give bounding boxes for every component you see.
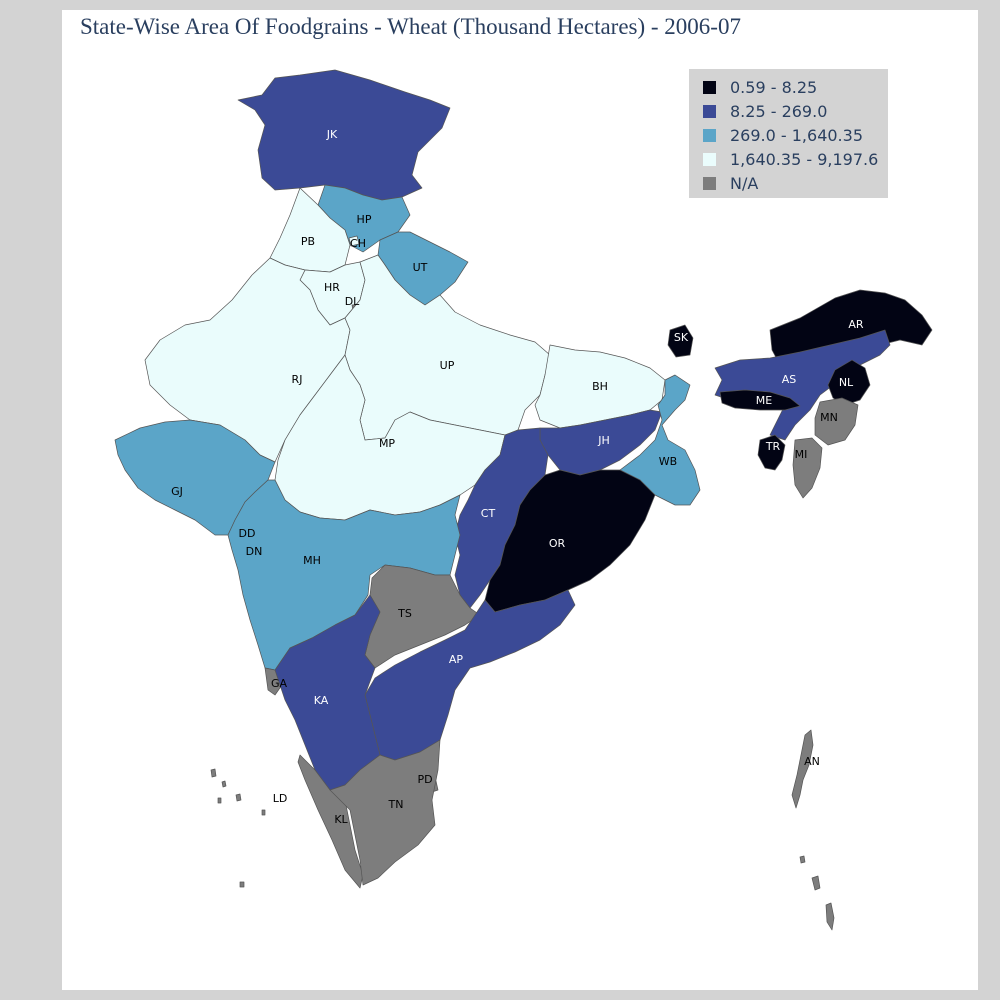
state-mi[interactable] (792, 437, 823, 499)
state-wb[interactable] (619, 374, 701, 506)
state-label-ut: UT (413, 261, 428, 274)
state-tr[interactable] (757, 434, 786, 471)
state-ch[interactable] (348, 235, 360, 247)
state-label-tr: TR (765, 440, 781, 453)
legend-label: 1,640.35 - 9,197.6 (730, 149, 879, 169)
state-label-pb: PB (301, 235, 315, 248)
legend-item[interactable]: 1,640.35 - 9,197.6 (703, 147, 878, 171)
state-ld[interactable] (221, 780, 227, 788)
state-label-nl: NL (839, 376, 854, 389)
state-label-mn: MN (820, 411, 838, 424)
legend-item[interactable]: 0.59 - 8.25 (703, 75, 817, 99)
state-ld[interactable] (217, 797, 222, 804)
state-label-ga: GA (271, 677, 288, 690)
state-label-gj: GJ (171, 485, 183, 498)
state-label-hp: HP (357, 213, 372, 226)
state-an[interactable] (791, 729, 814, 809)
state-ga[interactable] (264, 667, 283, 696)
state-sk[interactable] (667, 324, 694, 358)
state-label-as: AS (782, 373, 797, 386)
state-label-ts: TS (397, 607, 412, 620)
legend-swatch (703, 128, 716, 142)
state-label-me: ME (756, 394, 772, 407)
state-label-wb: WB (659, 455, 677, 468)
state-label-kl: KL (334, 813, 348, 826)
state-label-or: OR (549, 537, 566, 550)
state-me[interactable] (719, 389, 801, 411)
state-an[interactable] (799, 855, 806, 864)
state-mh[interactable] (227, 479, 461, 671)
legend-swatch (703, 152, 716, 166)
state-label-ld: LD (273, 792, 288, 805)
map-title: State-Wise Area Of Foodgrains - Wheat (T… (80, 14, 741, 39)
legend: 0.59 - 8.25 8.25 - 269.0 269.0 - 1,640.3… (689, 69, 888, 198)
state-label-mp: MP (379, 437, 395, 450)
state-label-ar: AR (848, 318, 864, 331)
legend-label: N/A (730, 173, 759, 193)
state-ld[interactable] (235, 793, 242, 802)
state-label-dd: DD (239, 527, 256, 540)
legend-swatch (703, 104, 716, 118)
state-label-hr: HR (324, 281, 340, 294)
legend-item[interactable]: N/A (703, 171, 758, 195)
state-label-mi: MI (795, 448, 808, 461)
legend-label: 0.59 - 8.25 (730, 77, 818, 97)
legend-label: 269.0 - 1,640.35 (730, 125, 863, 145)
state-label-mh: MH (303, 554, 321, 567)
state-tn[interactable] (329, 739, 441, 886)
state-ap[interactable] (364, 589, 576, 761)
legend-item[interactable]: 269.0 - 1,640.35 (703, 123, 863, 147)
legend-label: 8.25 - 269.0 (730, 101, 828, 121)
state-ld[interactable] (261, 809, 266, 816)
state-label-rj: RJ (292, 373, 303, 386)
legend-item[interactable]: 8.25 - 269.0 (703, 99, 827, 123)
state-ld[interactable] (239, 881, 245, 888)
state-nl[interactable] (827, 359, 871, 406)
state-mn[interactable] (814, 397, 859, 446)
state-label-ct: CT (481, 507, 496, 520)
state-label-up: UP (440, 359, 455, 372)
state-label-bh: BH (592, 380, 608, 393)
state-rj[interactable] (144, 257, 351, 463)
state-label-sk: SK (674, 331, 689, 344)
state-label-ap: AP (449, 653, 464, 666)
state-an[interactable] (811, 875, 821, 891)
state-label-ka: KA (314, 694, 329, 707)
state-label-ch: CH (350, 237, 366, 250)
state-an[interactable] (825, 902, 835, 931)
state-label-jh: JH (597, 434, 610, 447)
state-jh[interactable] (539, 409, 663, 476)
state-jk[interactable] (237, 69, 451, 201)
state-label-dl: DL (345, 295, 360, 308)
state-label-tn: TN (388, 798, 404, 811)
state-ld[interactable] (210, 768, 217, 778)
state-or[interactable] (484, 469, 656, 613)
state-label-jk: JK (326, 128, 338, 141)
state-label-dn: DN (246, 545, 263, 558)
state-label-pd: PD (417, 773, 432, 786)
legend-swatch (703, 176, 716, 190)
legend-swatch (703, 80, 716, 94)
state-label-an: AN (804, 755, 820, 768)
state-ka[interactable] (274, 594, 381, 791)
